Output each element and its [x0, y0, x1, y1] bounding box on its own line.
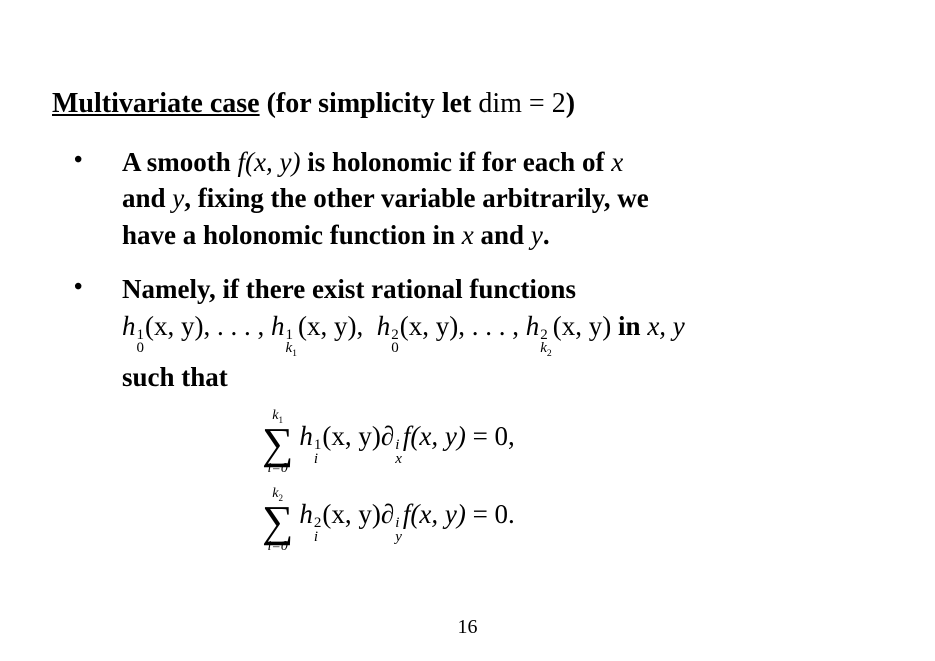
b2-lead: Namely, if there exist rational function…: [122, 274, 576, 304]
equations: k1 ∑ i=0 h1i(x, y)∂ixf(x, y) = 0, k2 ∑ i…: [262, 405, 883, 557]
eq2-body: h2i(x, y)∂iyf(x, y) = 0.: [299, 496, 514, 544]
eq2-d-sub: y: [395, 531, 402, 545]
page-number: 16: [0, 616, 935, 639]
sep1a: , . . . ,: [203, 311, 271, 341]
b1-l2b: , fixing the other variable arbitrarily,…: [184, 183, 648, 213]
bullet-2: • Namely, if there exist rational functi…: [52, 271, 883, 561]
b2-seq: h10(x, y), . . . , h1k1(x, y), h20(x, y)…: [122, 311, 618, 341]
eq1-body: h1i(x, y)∂ixf(x, y) = 0,: [299, 418, 514, 466]
sigma-icon: ∑: [262, 503, 293, 540]
equation-2: k2 ∑ i=0 h2i(x, y)∂iyf(x, y) = 0.: [262, 483, 883, 557]
b2-line3: such that: [122, 362, 228, 392]
b1-x: x: [611, 147, 623, 177]
bullet-marker-icon: •: [52, 144, 122, 253]
eq2-h-args: (x, y): [322, 499, 380, 529]
b1-mid: is holonomic if for each of: [300, 147, 611, 177]
h2k2-args: (x, y): [553, 311, 611, 341]
h1k1-sub: k1: [285, 342, 297, 359]
b1-fxy: f(x, y): [238, 147, 301, 177]
h10-args: (x, y): [145, 311, 203, 341]
h10-base: h: [122, 311, 136, 341]
b1-l3c: .: [543, 220, 550, 250]
sum-1: k1 ∑ i=0: [262, 409, 293, 476]
sum1-lower-txt: i=0: [268, 461, 288, 476]
h20-args: (x, y): [400, 311, 458, 341]
eq1-h-sub: i: [314, 453, 322, 467]
b1-l2a: and: [122, 183, 172, 213]
h1k1-ss: 1k1: [285, 329, 297, 359]
h20-ss: 20: [391, 329, 399, 356]
eq2-h-ss: 2i: [314, 517, 322, 544]
title-underlined: Multivariate case: [52, 88, 260, 119]
title-close: ): [566, 88, 575, 119]
b1-l3a: have a holonomic function in: [122, 220, 462, 250]
eq1-h: h: [299, 421, 313, 451]
eq2-d-ss: iy: [395, 517, 402, 544]
bullet-marker-icon: •: [52, 271, 122, 561]
b2-tail: in: [618, 311, 647, 341]
sum2-lower-txt: i=0: [268, 539, 288, 554]
h10-sub: 0: [137, 342, 145, 356]
h2k2-subsub: 2: [547, 348, 552, 359]
slide-page: Multivariate case (for simplicity let di…: [0, 0, 935, 661]
eq1-h-ss: 1i: [314, 439, 322, 466]
eq1-f: f(x, y): [403, 421, 466, 451]
h1k1-base: h: [271, 311, 285, 341]
b1-y: y: [172, 183, 184, 213]
b1-y2: y: [531, 220, 543, 250]
b2-xy: x, y: [647, 311, 684, 341]
eq2-h: h: [299, 499, 313, 529]
sep2: ,: [357, 311, 371, 341]
title-dim: dim = 2: [478, 88, 565, 119]
bullet-2-content: Namely, if there exist rational function…: [122, 271, 883, 561]
eq1-rhs: = 0,: [466, 421, 515, 451]
eq1-h-args: (x, y): [322, 421, 380, 451]
eq1-d-ss: ix: [395, 439, 402, 466]
eq2-rhs: = 0.: [466, 499, 515, 529]
title-paren-lead: (for simplicity let: [260, 88, 479, 119]
eq2-d: ∂: [381, 499, 394, 529]
h10-ss: 10: [137, 329, 145, 356]
sum1-lower: i=0: [268, 462, 288, 476]
h1k1-subsub: 1: [292, 348, 297, 359]
b1-x2: x: [462, 220, 474, 250]
h2k2-ss: 2k2: [540, 329, 552, 359]
equation-1: k1 ∑ i=0 h1i(x, y)∂ixf(x, y) = 0,: [262, 405, 883, 479]
sigma-icon: ∑: [262, 425, 293, 462]
h1k1-args: (x, y): [298, 311, 356, 341]
bullet-1: • A smooth f(x, y) is holonomic if for e…: [52, 144, 883, 253]
h2k2-sub: k2: [540, 342, 552, 359]
h20-base: h: [377, 311, 391, 341]
h20-sub: 0: [391, 342, 399, 356]
sep1b: , . . . ,: [458, 311, 526, 341]
h2k2-base: h: [526, 311, 540, 341]
b1-l3b: and: [474, 220, 531, 250]
b1-lead: A smooth: [122, 147, 238, 177]
eq2-h-sub: i: [314, 531, 322, 545]
sum2-lower: i=0: [268, 540, 288, 554]
h2k2-sub-k: k: [540, 340, 547, 356]
eq1-d: ∂: [381, 421, 394, 451]
sum-2: k2 ∑ i=0: [262, 487, 293, 554]
eq1-d-sub: x: [395, 453, 402, 467]
slide-title: Multivariate case (for simplicity let di…: [52, 88, 883, 120]
eq2-f: f(x, y): [403, 499, 466, 529]
bullet-1-content: A smooth f(x, y) is holonomic if for eac…: [122, 144, 883, 253]
